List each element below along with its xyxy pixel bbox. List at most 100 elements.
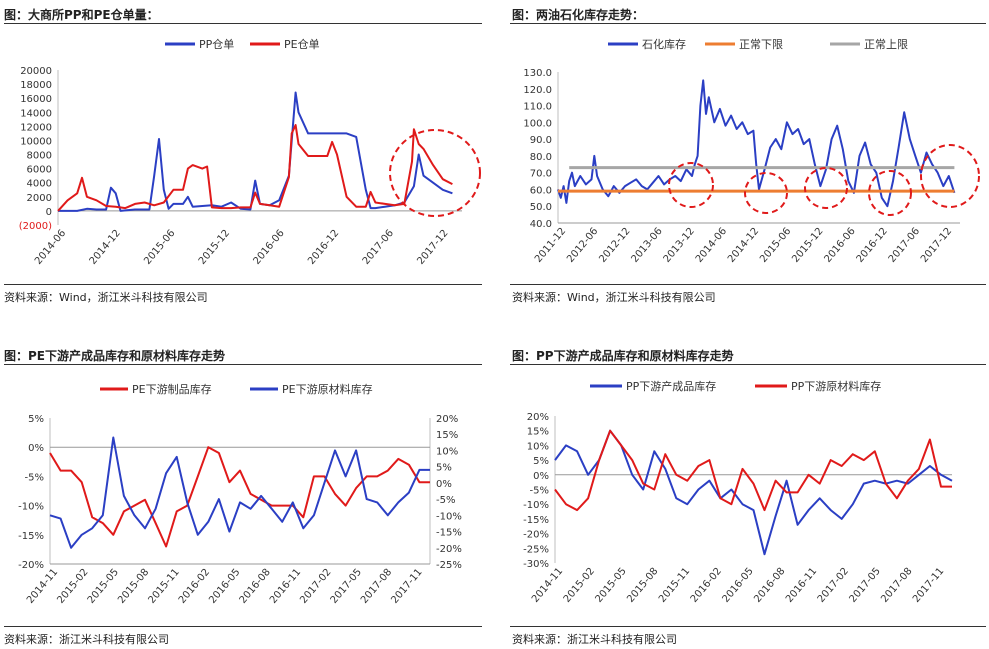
chart4-y-tick-label: 20% (527, 412, 549, 423)
chart3-x-tick-label: 2016-08 (238, 567, 273, 606)
chart2-legend-label: 石化库存 (642, 37, 686, 51)
chart4-x-tick-label: 2014-11 (530, 566, 565, 605)
chart4-y-tick-label: -5% (530, 486, 549, 497)
chart2-y-tick-label: 100.0 (523, 118, 552, 129)
chart3-x-tick-label: 2017-11 (389, 567, 424, 606)
chart1-legend-label: PE仓单 (284, 37, 320, 51)
chart4-x-tick-label: 2017-08 (879, 566, 914, 605)
chart1-source: 资料来源：Wind，浙江米斗科技有限公司 (4, 291, 208, 304)
chart1-y-tick-label: 6000 (27, 165, 52, 176)
chart2-series-line (557, 79, 956, 208)
chart1-source-rule (4, 284, 482, 285)
chart4-x-tick-label: 2015-02 (562, 566, 597, 605)
chart4-y-tick-label: 0% (533, 471, 549, 482)
chart1-y-tick-label: 2000 (27, 193, 52, 204)
chart2-title-rule (510, 23, 986, 24)
chart3-title-rule (4, 364, 482, 365)
chart3-y2-tick-label: 15% (436, 430, 458, 441)
chart1-title-rule (4, 23, 482, 24)
chart3-y-tick-label: 0% (28, 443, 44, 454)
chart1-y-tick-label: 8000 (27, 151, 52, 162)
chart4-y-tick-label: 5% (533, 456, 549, 467)
chart4-y-tick-label: -25% (523, 544, 549, 555)
chart1-x-tick-label: 2014-06 (33, 228, 68, 267)
chart2-title: 图：两油石化库存走势： (512, 8, 645, 22)
chart3-y-tick-label: -20% (18, 560, 44, 571)
chart3-legend-label: PE下游原材料库存 (282, 382, 373, 396)
chart2-y-tick-label: 130.0 (523, 68, 552, 79)
chart4-x-tick-label: 2016-11 (784, 566, 819, 605)
chart3-x-tick-label: 2017-02 (298, 567, 333, 606)
chart4-series-line (554, 429, 952, 512)
chart3-series-line (49, 446, 430, 548)
chart1-y-tick-label: 18000 (20, 80, 52, 91)
chart1-x-tick-label: 2017-06 (361, 228, 396, 267)
chart3-y-tick-label: 5% (28, 414, 44, 425)
chart4-source-rule (510, 626, 986, 627)
chart3-plot: PE下游制品库存 PE下游原材料库存 5% 0% -5% -10% -15% -20% 20% 1… (18, 382, 462, 606)
chart2-x-tick-label: 2011-12 (533, 226, 568, 265)
chart1-y-tick-label: 14000 (20, 108, 52, 119)
chart4-x-tick-label: 2015-05 (594, 566, 629, 605)
chart4-x-tick-label: 2017-05 (848, 566, 883, 605)
chart3-y-tick-label: -15% (18, 531, 44, 542)
chart3-series-line (49, 436, 430, 549)
chart2-legend-label: 正常下限 (739, 38, 783, 51)
chart1-y-tick-label: (2000) (19, 221, 52, 232)
chart3-x-tick-label: 2015-05 (86, 567, 121, 606)
chart4-x-tick-label: 2017-02 (816, 566, 851, 605)
chart2-x-tick-label: 2013-12 (662, 226, 697, 265)
chart3-y2-tick-label: -10% (436, 511, 462, 522)
chart2-y-tick-label: 80.0 (530, 152, 552, 163)
chart2-x-tick-label: 2012-06 (565, 226, 600, 265)
chart1-y-tick-label: 0 (46, 207, 52, 218)
chart3-legend-label: PE下游制品库存 (132, 382, 212, 396)
chart4-y-tick-label: -20% (523, 530, 549, 541)
chart2-y-tick-label: 120.0 (523, 85, 552, 96)
chart2-y-tick-label: 40.0 (530, 219, 552, 230)
chart3-y-tick-label: -10% (18, 502, 44, 513)
chart3-y-tick-label: -5% (25, 472, 44, 483)
chart4-y-tick-label: -10% (523, 500, 549, 511)
chart2-x-tick-label: 2015-06 (758, 226, 793, 265)
chart2-highlight-circle (920, 144, 980, 208)
chart2-x-tick-label: 2016-12 (855, 226, 890, 265)
chart3-x-tick-label: 2017-08 (359, 567, 394, 606)
chart1-x-tick-label: 2015-12 (197, 228, 232, 267)
chart2-x-tick-label: 2015-12 (790, 226, 825, 265)
chart2-plot: 石化库存 正常下限 正常上限 130.0 120.0 110.0 100.0 90.0 80.0… (523, 37, 980, 265)
chart1-plot: PP仓单 PE仓单20000180001600014000120001000080… (19, 37, 481, 267)
chart1-x-tick-label: 2016-06 (251, 228, 286, 267)
chart1-legend-label: PP仓单 (199, 37, 234, 51)
chart4-y-tick-label: 15% (527, 427, 549, 438)
chart3-y2-tick-label: -20% (436, 544, 462, 555)
chart3-x-tick-label: 2016-05 (207, 567, 242, 606)
chart1-x-tick-label: 2015-06 (142, 228, 177, 267)
chart2-y-tick-label: 90.0 (530, 135, 552, 146)
chart2-highlight-circle (668, 162, 714, 208)
chart3-y2-tick-label: -15% (436, 528, 462, 539)
chart4-title: 图：PP下游产成品库存和原材料库存走势 (512, 349, 734, 363)
chart1-x-tick-label: 2014-12 (88, 228, 123, 267)
chart4-title-rule (510, 364, 986, 365)
chart3-y2-tick-label: 5% (436, 463, 452, 474)
chart2-highlight-circle (804, 167, 848, 209)
chart3-x-tick-label: 2015-02 (55, 567, 90, 606)
chart2-highlight-circle (868, 170, 912, 216)
chart3-x-tick-label: 2014-11 (25, 567, 60, 606)
chart1-series-line (58, 91, 453, 212)
chart2-x-tick-label: 2014-06 (694, 226, 729, 265)
chart3-source-rule (4, 626, 482, 627)
chart3-y2-tick-label: 0% (436, 479, 452, 490)
chart4-x-tick-label: 2016-05 (721, 566, 756, 605)
chart3-y2-tick-label: -25% (436, 560, 462, 571)
chart4-x-tick-label: 2017-11 (911, 566, 946, 605)
chart4-y-tick-label: -15% (523, 515, 549, 526)
chart2-source: 资料来源：Wind，浙江米斗科技有限公司 (512, 291, 716, 304)
chart1-x-tick-label: 2017-12 (415, 228, 450, 267)
chart2-x-tick-label: 2014-12 (726, 226, 761, 265)
chart4-y-tick-label: -30% (523, 559, 549, 570)
chart1-x-tick-label: 2016-12 (306, 228, 341, 267)
chart2-x-tick-label: 2012-12 (597, 226, 632, 265)
chart4-plot: PP下游产成品库存 PP下游原材料库存 20% 15% 10% 5% 0% -5% -10% -1… (523, 379, 953, 605)
